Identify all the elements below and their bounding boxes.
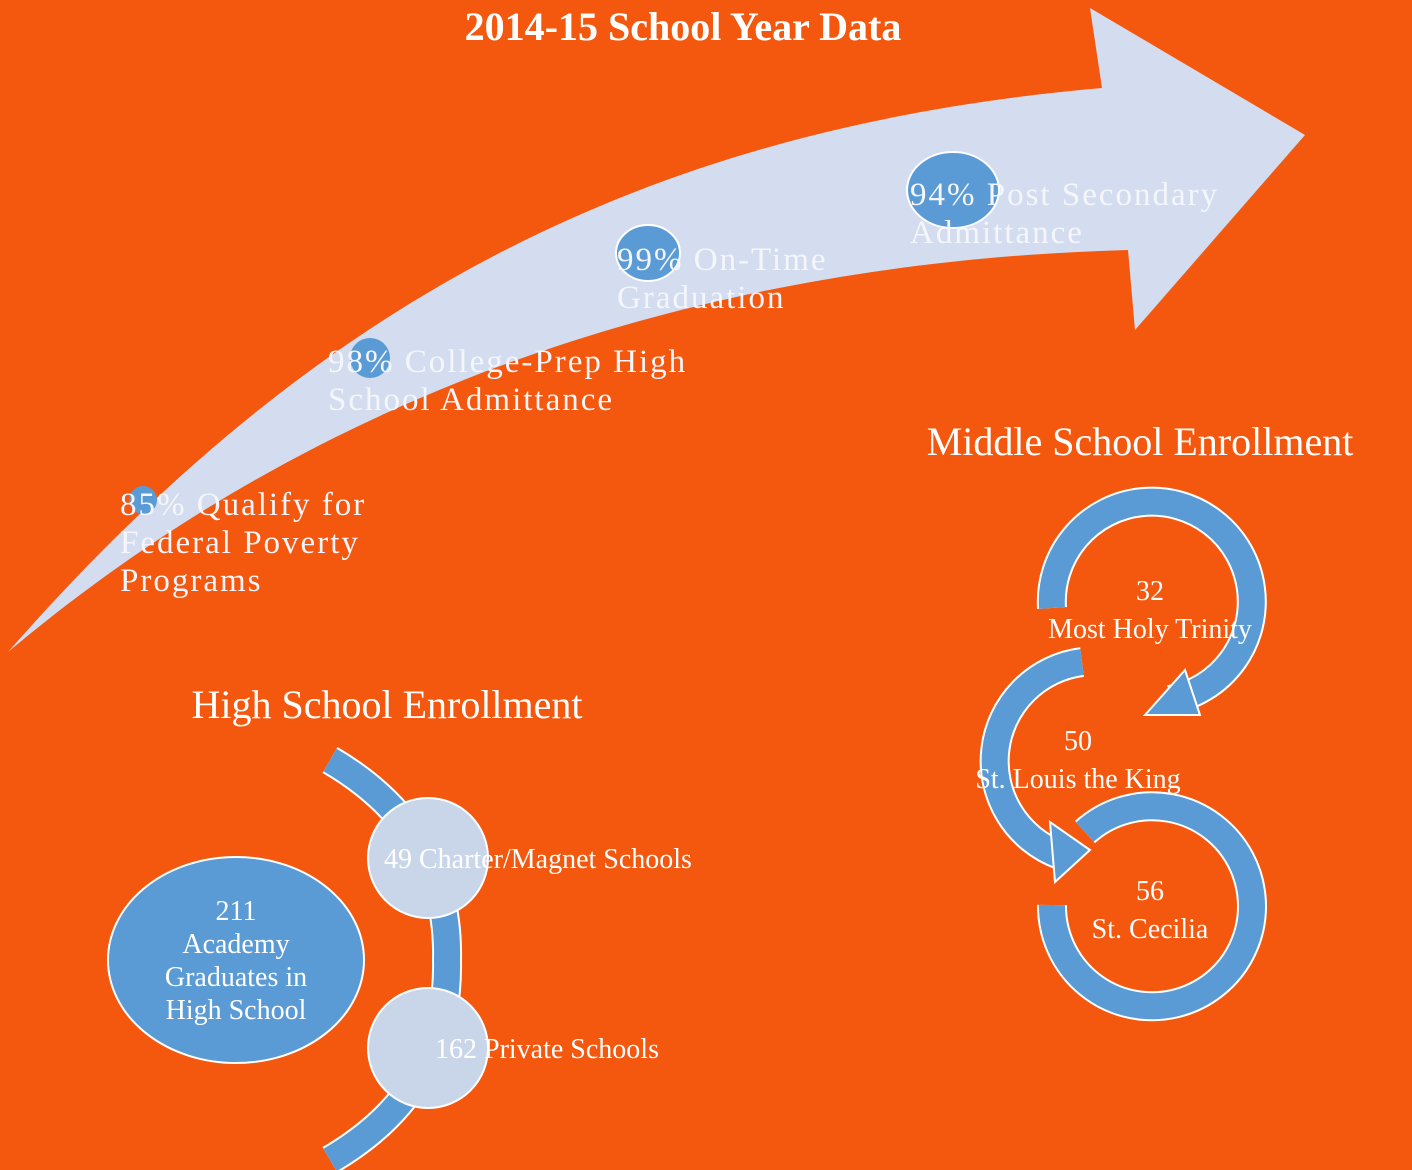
branch-text: 49 Charter/Magnet Schools <box>384 844 692 875</box>
cycle-arrows <box>979 486 1267 1022</box>
step-text: Admittance <box>910 215 1084 251</box>
step-text: Graduation <box>617 280 785 316</box>
count-text: 32 <box>1136 576 1164 607</box>
arrowhead <box>1142 668 1202 716</box>
branch-node <box>367 797 489 919</box>
arrowhead <box>1048 819 1092 885</box>
step-dot <box>129 486 157 514</box>
count-text: 56 <box>1136 876 1164 907</box>
center-node <box>107 856 365 1064</box>
center-text: 211 <box>216 896 257 927</box>
section-title: High School Enrollment <box>191 682 582 727</box>
name-text: Most Holy Trinity <box>1048 614 1252 645</box>
step-text: 85% Qualify for <box>120 487 366 523</box>
step-text: 94% Post Secondary <box>910 177 1219 213</box>
center-text: Graduates in <box>165 962 307 993</box>
section-title: Middle School Enrollment <box>927 419 1354 464</box>
middle-school-text: 32 Most Holy Trinity 50 St. Louis the King 5… <box>975 576 1252 945</box>
branch-node <box>367 987 489 1109</box>
center-text: High School <box>166 995 307 1026</box>
count-text: 50 <box>1064 726 1092 757</box>
center-text: Academy <box>182 929 289 960</box>
step-dot <box>615 224 681 282</box>
step-dot <box>350 338 390 378</box>
step-text: Federal Poverty <box>120 525 360 561</box>
name-text: St. Louis the King <box>975 764 1180 795</box>
title: 2014-15 School Year Data <box>465 4 902 49</box>
branch-text: 162 Private Schools <box>435 1034 659 1065</box>
step-dot <box>906 151 1000 229</box>
step-text: 98% College-Prep High <box>328 344 687 380</box>
step-text: Programs <box>120 563 263 599</box>
step-text: 99% On-Time <box>617 242 828 278</box>
name-text: St. Cecilia <box>1092 914 1209 945</box>
step-text: School Admittance <box>328 382 614 418</box>
